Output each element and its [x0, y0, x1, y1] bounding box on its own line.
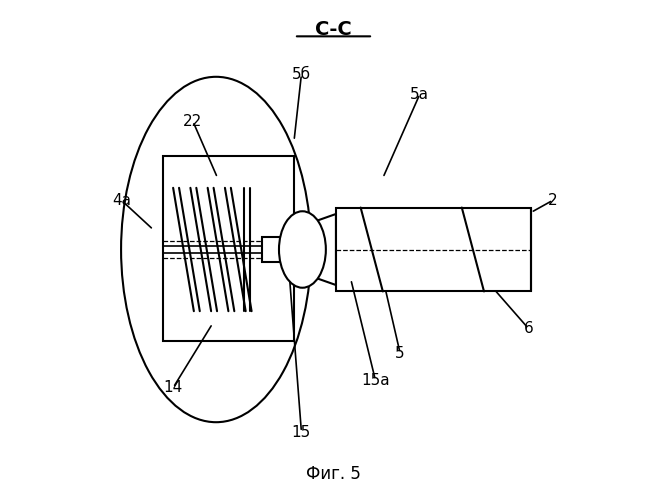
Bar	[262, 237, 291, 262]
Text: 15: 15	[291, 425, 311, 440]
Text: 5: 5	[396, 346, 405, 361]
Text: 4а: 4а	[112, 193, 131, 208]
Bar	[336, 208, 531, 291]
Ellipse shape	[279, 211, 326, 288]
Bar	[163, 156, 294, 341]
Text: 14: 14	[163, 380, 183, 395]
Text: С-С: С-С	[315, 20, 352, 39]
Text: 6: 6	[524, 321, 534, 336]
Text: Фиг. 5: Фиг. 5	[306, 465, 361, 483]
Text: 2: 2	[548, 193, 558, 208]
Text: 15а: 15а	[361, 373, 390, 388]
Text: 5а: 5а	[410, 86, 430, 102]
Text: 5б: 5б	[292, 67, 311, 82]
Text: 22: 22	[183, 114, 203, 129]
Polygon shape	[302, 214, 336, 285]
Ellipse shape	[121, 77, 311, 422]
